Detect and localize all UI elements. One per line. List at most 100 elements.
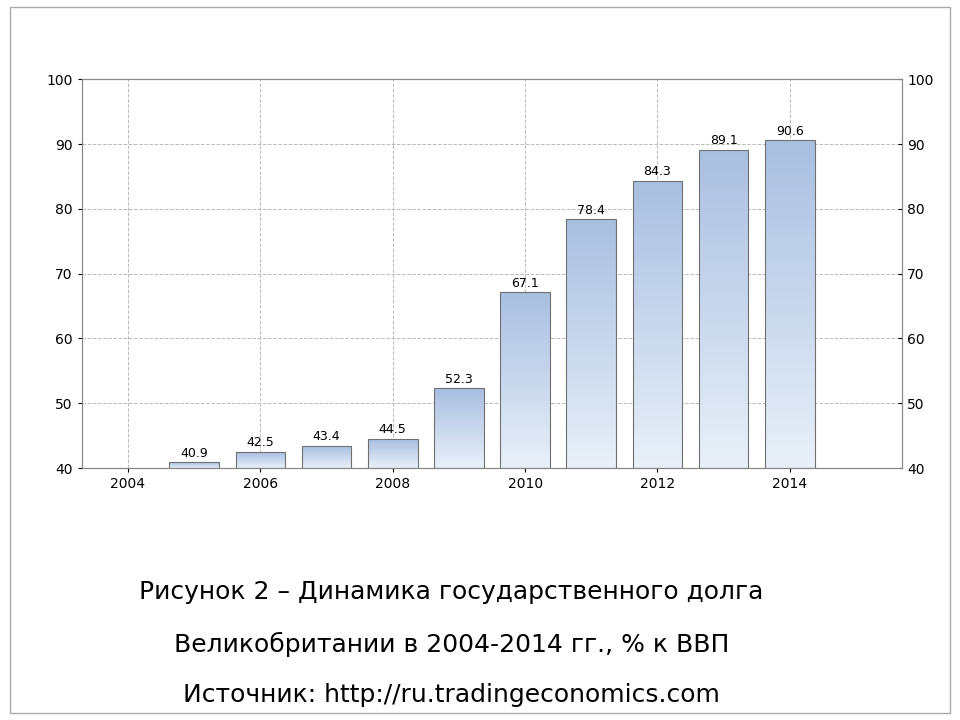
Bar	[699, 341, 749, 346]
Bar	[633, 387, 683, 392]
Bar	[169, 462, 219, 468]
Bar	[765, 320, 815, 326]
Bar	[765, 271, 815, 276]
Bar	[566, 232, 616, 235]
Bar	[633, 406, 683, 410]
Bar	[699, 150, 749, 155]
Bar	[699, 378, 749, 383]
Bar	[566, 393, 616, 397]
Bar	[633, 286, 683, 291]
Bar	[500, 345, 550, 348]
Bar	[434, 467, 484, 468]
Bar	[500, 421, 550, 424]
Bar	[699, 256, 749, 261]
Bar	[434, 426, 484, 427]
Bar	[765, 310, 815, 315]
Bar	[765, 200, 815, 206]
Bar	[566, 464, 616, 468]
Bar	[434, 407, 484, 408]
Bar	[500, 410, 550, 413]
Text: Источник: http://ru.tradingeconomics.com: Источник: http://ru.tradingeconomics.com	[182, 683, 720, 707]
Bar	[765, 304, 815, 310]
Bar	[765, 195, 815, 200]
Bar	[765, 342, 815, 348]
Bar	[633, 224, 683, 229]
Bar	[699, 219, 749, 224]
Bar	[699, 155, 749, 161]
Bar	[633, 354, 683, 358]
Bar	[434, 391, 484, 392]
Bar	[566, 385, 616, 390]
Bar	[633, 401, 683, 406]
Bar	[765, 462, 815, 468]
Bar	[633, 367, 683, 372]
Bar	[765, 451, 815, 457]
Bar	[500, 459, 550, 462]
Bar	[500, 433, 550, 436]
Bar	[699, 166, 749, 171]
Bar	[566, 459, 616, 464]
Text: 40.9: 40.9	[180, 446, 208, 459]
Bar	[765, 189, 815, 194]
Bar	[500, 404, 550, 407]
Bar	[633, 434, 683, 439]
Bar	[434, 465, 484, 467]
Bar	[633, 449, 683, 454]
Bar	[500, 462, 550, 465]
Bar	[566, 248, 616, 252]
Bar	[765, 457, 815, 462]
Bar	[633, 262, 683, 267]
Bar	[633, 339, 683, 343]
Bar	[500, 424, 550, 427]
Bar	[500, 348, 550, 351]
Bar	[566, 423, 616, 426]
Bar	[699, 176, 749, 181]
Bar	[633, 315, 683, 320]
Bar	[500, 395, 550, 397]
Bar	[434, 436, 484, 438]
Bar	[500, 316, 550, 319]
Bar	[633, 439, 683, 444]
Bar	[699, 325, 749, 330]
Bar	[566, 294, 616, 298]
Bar	[765, 184, 815, 189]
Bar	[765, 282, 815, 288]
Bar	[500, 342, 550, 345]
Bar	[566, 269, 616, 273]
Bar	[699, 251, 749, 256]
Bar	[633, 291, 683, 296]
Bar	[699, 246, 749, 251]
Bar	[566, 289, 616, 294]
Bar	[699, 235, 749, 240]
Bar	[500, 383, 550, 386]
Bar	[765, 179, 815, 184]
Bar	[633, 181, 683, 186]
Bar	[566, 397, 616, 402]
Bar	[699, 181, 749, 187]
Bar	[566, 381, 616, 385]
Bar	[434, 463, 484, 464]
Bar	[566, 343, 616, 348]
Bar	[434, 421, 484, 423]
Bar	[633, 310, 683, 315]
Bar	[566, 352, 616, 356]
Bar	[699, 161, 749, 166]
Bar	[500, 401, 550, 404]
Bar	[566, 402, 616, 406]
Bar	[699, 261, 749, 266]
Bar	[633, 243, 683, 248]
Bar	[500, 292, 550, 295]
Text: 90.6: 90.6	[776, 125, 804, 138]
Bar	[699, 452, 749, 457]
Bar	[633, 382, 683, 387]
Bar	[434, 410, 484, 411]
Bar	[765, 228, 815, 233]
Bar	[500, 328, 550, 330]
Bar	[633, 305, 683, 310]
Bar	[699, 208, 749, 213]
Bar	[566, 414, 616, 418]
Bar	[633, 343, 683, 348]
Bar	[434, 427, 484, 428]
Bar	[434, 428, 484, 429]
Bar	[566, 439, 616, 443]
